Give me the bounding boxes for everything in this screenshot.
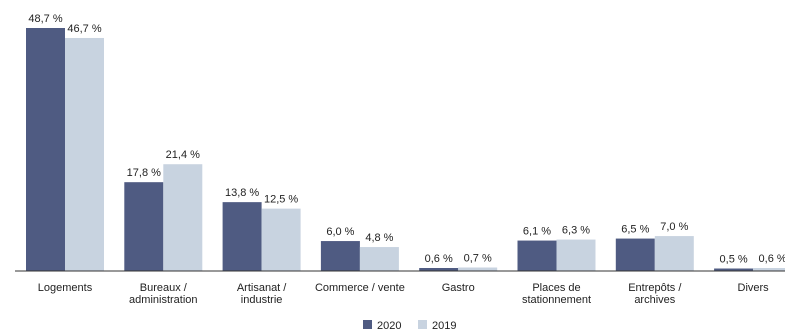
bar-2019-2 xyxy=(261,208,301,271)
value-label-2019-4: 0,7 % xyxy=(464,253,492,265)
value-label-2020-5: 6,1 % xyxy=(523,226,551,238)
value-label-2020-1: 17,8 % xyxy=(127,167,161,179)
category-label-1-1: administration xyxy=(129,294,197,306)
category-label-5-0: Places de xyxy=(532,282,580,294)
bar-2019-3 xyxy=(359,247,399,271)
bar-2020-0 xyxy=(26,28,65,271)
legend-swatch-2020 xyxy=(363,320,372,329)
category-label-3-0: Commerce / vente xyxy=(315,282,405,294)
value-label-2019-3: 4,8 % xyxy=(365,232,393,244)
category-label-2-1: industrie xyxy=(241,294,283,306)
category-label-6-1: archives xyxy=(634,294,675,306)
bar-2019-4 xyxy=(458,267,498,271)
legend-swatch-2019 xyxy=(418,320,427,329)
value-label-2020-6: 6,5 % xyxy=(621,224,649,236)
value-label-2020-2: 13,8 % xyxy=(225,187,259,199)
value-label-2020-3: 6,0 % xyxy=(326,226,354,238)
value-labels-layer: 48,7 % 46,7 % 17,8 % 21,4 % 13,8 % 12,5 % 6,0 … xyxy=(28,13,785,266)
bar-2020-1 xyxy=(124,182,164,271)
category-label-7-0: Divers xyxy=(738,282,770,294)
bar-2019-0 xyxy=(65,37,104,272)
value-label-2020-4: 0,6 % xyxy=(425,253,453,265)
value-label-2019-0: 46,7 % xyxy=(67,23,101,35)
legend: 2020 2019 xyxy=(363,320,456,331)
value-label-2019-6: 7,0 % xyxy=(660,221,688,233)
bar-2020-7 xyxy=(714,268,754,271)
category-label-5-1: stationnement xyxy=(522,294,591,306)
bar-2020-6 xyxy=(615,238,655,271)
value-label-2019-2: 12,5 % xyxy=(264,194,298,206)
value-label-2019-1: 21,4 % xyxy=(166,149,200,161)
value-label-2020-7: 0,5 % xyxy=(720,254,748,266)
value-label-2020-0: 48,7 % xyxy=(28,13,62,25)
category-label-2-0: Artisanat / xyxy=(237,282,287,294)
bar-2020-2 xyxy=(222,202,262,271)
category-label-4-0: Gastro xyxy=(442,282,475,294)
value-label-2019-7: 0,6 % xyxy=(759,253,785,265)
bar-2019-7 xyxy=(753,268,785,271)
bars-layer xyxy=(26,28,785,272)
bar-2019-6 xyxy=(654,236,694,271)
bar-2019-1 xyxy=(163,164,203,271)
legend-label-2019: 2019 xyxy=(432,320,456,331)
category-label-6-0: Entrepôts / xyxy=(628,282,682,294)
bar-2020-3 xyxy=(320,241,360,271)
category-label-1-0: Bureaux / xyxy=(140,282,188,294)
bar-2019-5 xyxy=(556,239,596,271)
category-labels-layer: Logements Bureaux /administration Artisana… xyxy=(38,282,769,306)
value-label-2019-5: 6,3 % xyxy=(562,225,590,237)
bar-2020-4 xyxy=(419,268,459,271)
legend-label-2020: 2020 xyxy=(377,320,401,331)
bar-2020-5 xyxy=(517,240,557,271)
category-label-0-0: Logements xyxy=(38,282,93,294)
